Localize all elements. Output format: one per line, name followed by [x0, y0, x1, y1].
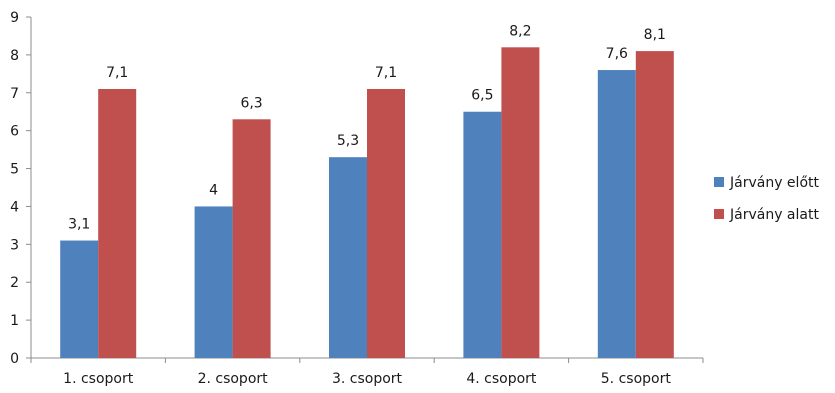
x-category-label: 4. csoport [466, 371, 537, 387]
legend-label: Járvány előtt [729, 175, 819, 191]
y-tick-label: 5 [10, 162, 19, 178]
bar [367, 88, 405, 358]
data-label: 8,2 [509, 23, 531, 39]
y-tick-label: 0 [10, 351, 19, 367]
bar [60, 240, 99, 358]
data-label: 4 [209, 182, 218, 198]
bar [463, 111, 502, 358]
y-tick-label: 8 [10, 48, 19, 64]
y-tick-label: 9 [10, 10, 19, 26]
bar [232, 119, 271, 358]
data-labels: 3,1 7,1 4 6,3 5,3 7,1 6,5 8,2 7,6 8,1 [68, 23, 666, 232]
data-label: 6,5 [471, 88, 493, 104]
bars [60, 47, 674, 359]
legend-swatch [714, 209, 724, 219]
bar [329, 157, 367, 358]
x-category-label: 3. csoport [332, 371, 403, 387]
data-label: 7,6 [606, 46, 628, 62]
y-tick-label: 2 [10, 275, 19, 291]
y-tick-label: 6 [10, 124, 19, 140]
y-tick-label: 7 [10, 86, 19, 102]
data-label: 6,3 [240, 95, 262, 111]
data-label: 7,1 [375, 65, 397, 81]
bar [501, 47, 540, 359]
y-tick-label: 1 [10, 313, 19, 329]
bar [194, 206, 233, 358]
data-label: 3,1 [68, 217, 90, 233]
legend: Járvány előtt Járvány alatt [714, 175, 819, 223]
bar [597, 70, 636, 359]
y-tick-label: 3 [10, 237, 19, 253]
x-category-label: 2. csoport [198, 371, 269, 387]
legend-swatch [714, 177, 724, 187]
bar [635, 51, 674, 358]
x-category-label: 1. csoport [63, 371, 134, 387]
y-tick-label: 4 [10, 199, 19, 215]
bar [98, 88, 137, 358]
data-label: 7,1 [106, 65, 128, 81]
x-category-label: 5. csoport [601, 371, 672, 387]
data-label: 8,1 [644, 27, 666, 43]
data-label: 5,3 [337, 133, 359, 149]
legend-label: Járvány alatt [729, 207, 819, 223]
axes: 0 1 2 3 4 5 6 7 8 9 1. csoport 2. csoport 3. csoport… [10, 10, 704, 387]
